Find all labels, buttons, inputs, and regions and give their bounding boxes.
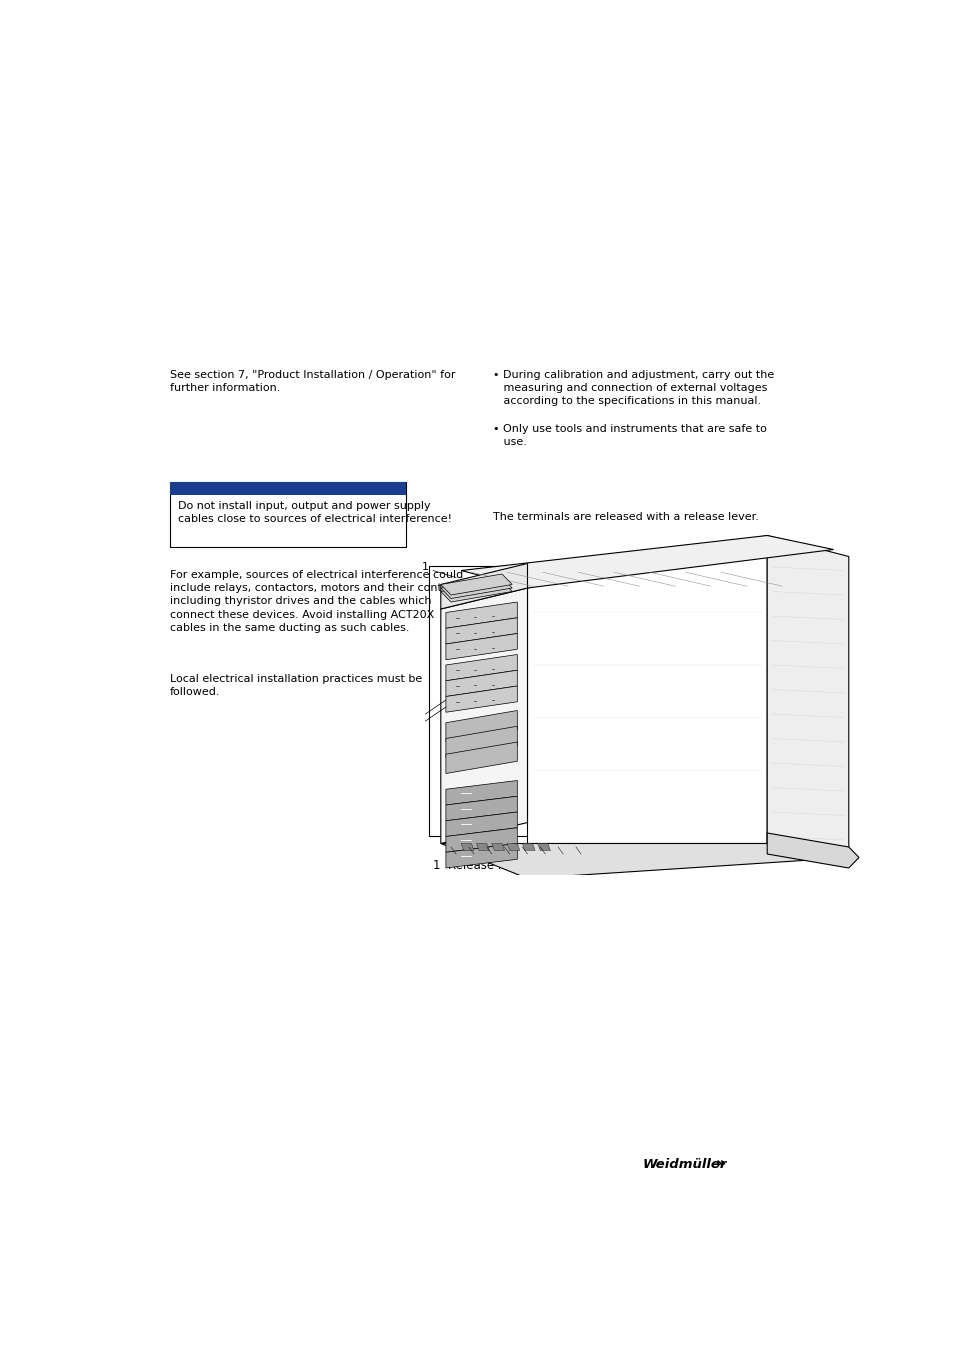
Polygon shape: [766, 536, 848, 857]
Polygon shape: [445, 743, 517, 774]
Polygon shape: [440, 589, 527, 844]
Polygon shape: [507, 844, 519, 850]
Polygon shape: [460, 536, 833, 589]
Polygon shape: [440, 578, 512, 598]
Polygon shape: [445, 796, 517, 821]
Text: Weidmüller: Weidmüller: [641, 1158, 726, 1170]
Polygon shape: [445, 633, 517, 660]
Polygon shape: [492, 844, 504, 850]
Polygon shape: [460, 844, 474, 850]
Polygon shape: [445, 828, 517, 852]
Text: • Only use tools and instruments that are safe to
   use.: • Only use tools and instruments that ar…: [492, 424, 765, 447]
Bar: [170, 482, 406, 547]
Bar: [170, 482, 406, 494]
Polygon shape: [445, 710, 517, 742]
Text: Do not install input, output and power supply
cables close to sources of electri: Do not install input, output and power s…: [178, 501, 452, 524]
Text: 1: 1: [421, 562, 429, 572]
Polygon shape: [440, 574, 512, 595]
Polygon shape: [522, 844, 535, 850]
Polygon shape: [445, 655, 517, 680]
Text: The terminals are released with a release lever.: The terminals are released with a releas…: [492, 513, 758, 522]
Polygon shape: [445, 670, 517, 697]
Polygon shape: [445, 602, 517, 628]
Polygon shape: [440, 563, 527, 609]
Polygon shape: [445, 686, 517, 713]
Polygon shape: [766, 833, 858, 868]
Text: »: »: [716, 1156, 725, 1170]
Bar: [429, 566, 823, 836]
Text: • During calibration and adjustment, carry out the
   measuring and connection o: • During calibration and adjustment, car…: [492, 370, 773, 406]
Polygon shape: [527, 536, 766, 844]
Polygon shape: [445, 726, 517, 757]
Polygon shape: [445, 811, 517, 837]
Polygon shape: [440, 844, 848, 879]
Text: See section 7, "Product Installation / Operation" for
further information.: See section 7, "Product Installation / O…: [170, 370, 455, 393]
Polygon shape: [440, 580, 512, 602]
Text: Local electrical installation practices must be
followed.: Local electrical installation practices …: [170, 674, 421, 697]
Polygon shape: [537, 844, 550, 850]
Polygon shape: [445, 618, 517, 644]
Polygon shape: [445, 780, 517, 805]
Polygon shape: [445, 844, 517, 868]
Text: For example, sources of electrical interference could
include relays, contactors: For example, sources of electrical inter…: [170, 570, 464, 633]
Text: 1  Release lever: 1 Release lever: [433, 859, 527, 872]
Polygon shape: [476, 844, 489, 850]
